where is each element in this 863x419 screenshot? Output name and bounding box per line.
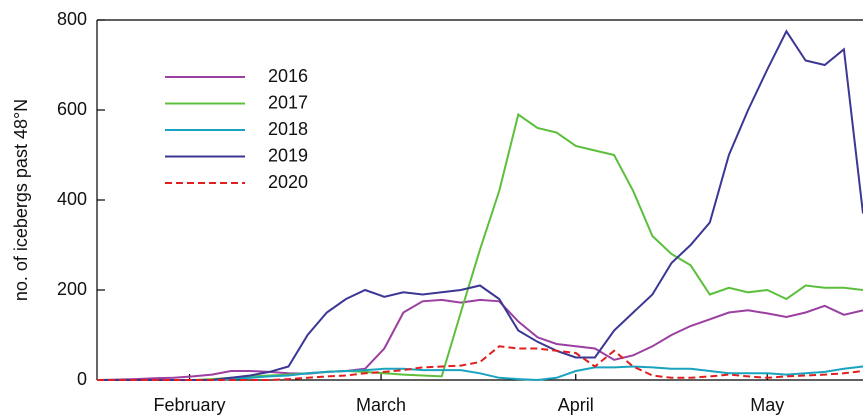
series-line — [97, 112, 863, 381]
y-axis-label: no. of icebergs past 48°N — [11, 99, 31, 301]
y-tick-label: 800 — [57, 9, 87, 29]
y-tick-label: 600 — [57, 99, 87, 119]
y-tick-label: 200 — [57, 279, 87, 299]
y-tick-label: 400 — [57, 189, 87, 209]
x-tick-label: February — [154, 395, 226, 415]
legend-label: 2016 — [268, 66, 308, 86]
series-line — [97, 345, 863, 381]
x-tick-label: April — [558, 395, 594, 415]
series-line — [97, 365, 863, 382]
series-line — [96, 298, 863, 381]
x-tick-label: March — [356, 395, 406, 415]
series-line — [97, 29, 863, 381]
y-tick-label: 0 — [77, 369, 87, 389]
legend-label: 2017 — [268, 92, 308, 112]
legend-label: 2019 — [268, 145, 308, 165]
x-tick-label: May — [750, 395, 784, 415]
legend-label: 2020 — [268, 172, 308, 192]
legend-label: 2018 — [268, 119, 308, 139]
